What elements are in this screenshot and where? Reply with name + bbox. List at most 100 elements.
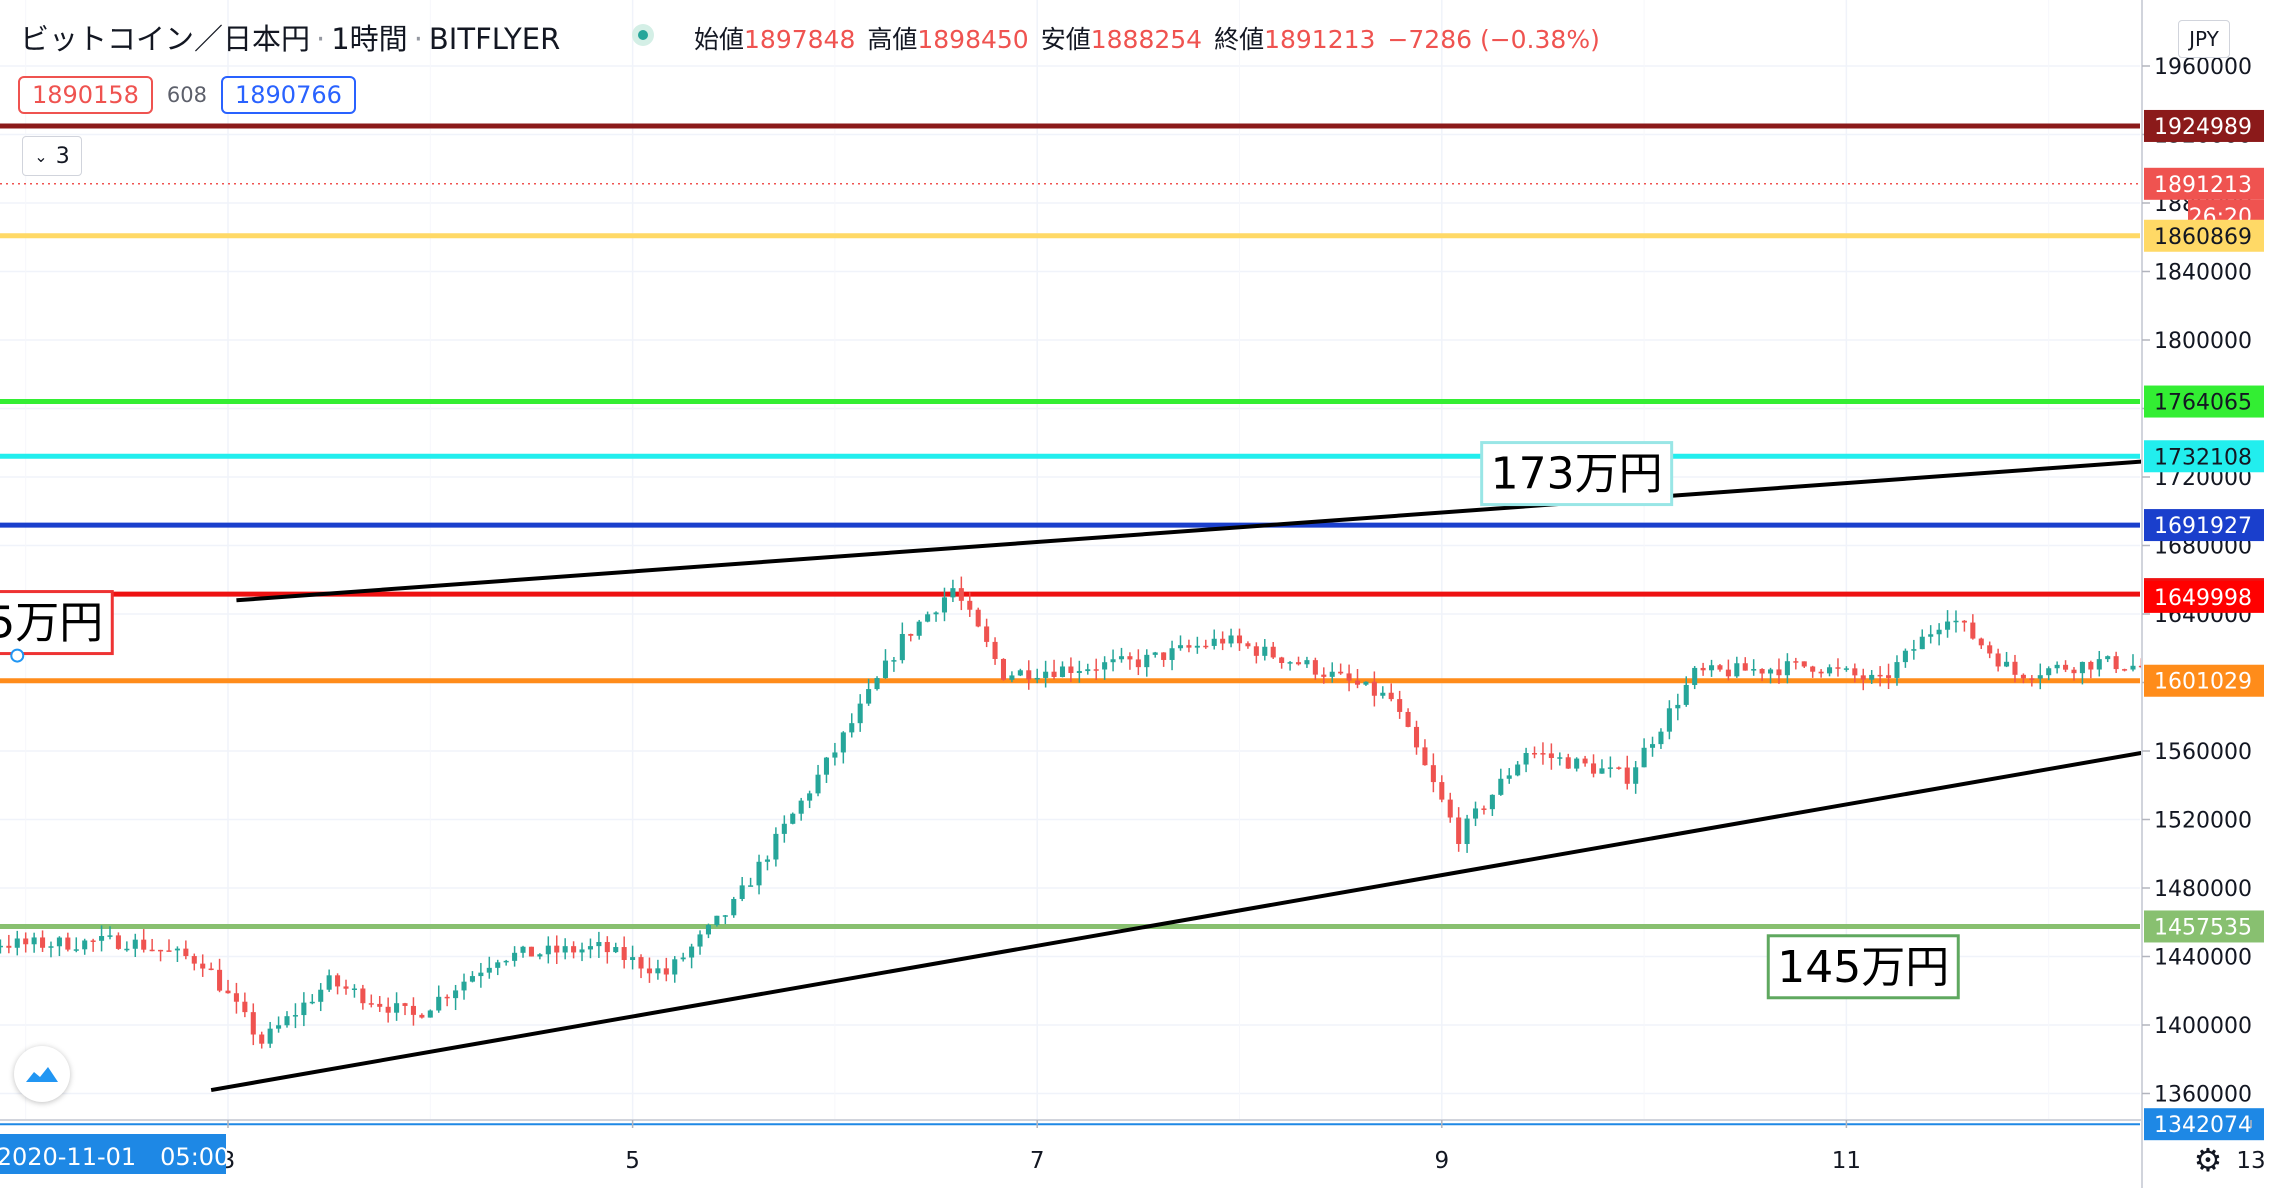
candle-body — [360, 988, 366, 1004]
candle-body — [478, 972, 484, 977]
candle-body — [1236, 635, 1243, 644]
candle-body — [23, 938, 29, 945]
candle-body — [596, 942, 602, 947]
symbol-title[interactable]: ビットコイン／日本円 · 1時間 · BITFLYER — [20, 22, 561, 56]
candle-body — [40, 937, 46, 948]
candle-body — [1068, 666, 1074, 673]
level-price-label: 1891213 — [2154, 173, 2252, 198]
annotation-box — [1766, 934, 1960, 1000]
candle-body — [276, 1025, 282, 1029]
tradingview-cloud-icon[interactable] — [14, 1046, 70, 1102]
candle-body — [1658, 731, 1664, 745]
candle-body — [1759, 669, 1765, 674]
candle-body — [1481, 808, 1487, 810]
candle-body — [1472, 808, 1479, 819]
candle-body — [739, 885, 745, 899]
trendline — [210, 728, 2270, 1093]
candle-body — [2054, 664, 2060, 669]
candle-body — [1717, 665, 1723, 670]
candle-body — [402, 1003, 408, 1006]
candle-body — [1110, 659, 1116, 663]
change-value: −7286 (−0.38%) — [1387, 25, 1600, 54]
candle-body — [1742, 663, 1748, 671]
candle-body — [1447, 799, 1453, 818]
candle-body — [1059, 666, 1066, 677]
crosshair-time-label: 2020-11-01 05:00 — [0, 1134, 229, 1174]
sell-button[interactable]: 1890158 — [18, 76, 153, 114]
candle-body — [1177, 645, 1184, 649]
candle-body — [899, 633, 905, 661]
low-value: 1888254 — [1090, 25, 1203, 54]
candle-body — [2046, 668, 2052, 676]
candle-body — [1144, 654, 1150, 668]
candle-body — [866, 689, 872, 704]
candle-body — [1624, 767, 1630, 784]
candle-body — [916, 621, 922, 636]
candle-body — [495, 962, 501, 968]
currency-selector[interactable]: JPY — [2178, 20, 2230, 58]
candle-body — [571, 946, 577, 953]
candle-body — [967, 600, 973, 610]
candle-body — [141, 939, 147, 950]
candle-body — [1405, 711, 1411, 727]
candle-body — [1886, 675, 1892, 678]
level-price-tag — [2144, 109, 2264, 142]
candle-body — [2063, 664, 2069, 670]
candle-body — [1026, 670, 1032, 680]
gear-icon[interactable]: ⚙ — [2193, 1141, 2223, 1179]
annotation-label: 145万円 — [1777, 942, 1949, 993]
price-axis: 1360000 1400000 1440000 1480000 1520000 15600… — [2141, 0, 2270, 1188]
time-axis: 35791113161820 — [0, 1119, 2266, 1174]
candle-body — [1009, 675, 1015, 680]
candle-body — [99, 936, 105, 941]
candle-body — [343, 986, 349, 989]
candles — [0, 576, 2270, 1049]
open-value: 1897848 — [744, 25, 856, 54]
candle-body — [259, 1034, 265, 1044]
candle-body — [1161, 652, 1167, 660]
candle-body — [1852, 668, 1858, 676]
candle-body — [1034, 677, 1040, 680]
candle-body — [301, 1002, 307, 1016]
candle-body — [697, 934, 703, 947]
candle-body — [1253, 646, 1259, 656]
candle-body — [242, 1001, 248, 1013]
candle-body — [1877, 674, 1883, 677]
candle-body — [1515, 764, 1521, 776]
candle-body — [1810, 666, 1816, 672]
chevron-down-icon: ⌄ — [34, 146, 48, 166]
candle-body — [2088, 661, 2094, 670]
x-tick-label: 7 — [1030, 1148, 1045, 1174]
candle-body — [638, 957, 644, 969]
y-tick-label: 1480000 — [2154, 877, 2252, 902]
buy-button[interactable]: 1890766 — [220, 76, 356, 114]
candle-body — [992, 641, 998, 659]
candle-body — [1843, 668, 1849, 670]
indicators-collapse-button[interactable]: ⌄ 3 — [22, 136, 82, 176]
candle-body — [1978, 638, 1984, 646]
level-price-label: 1649998 — [2154, 586, 2252, 611]
candle-body — [2105, 656, 2111, 660]
candle-body — [1076, 671, 1082, 673]
candle-body — [1506, 775, 1512, 779]
candle-body — [1329, 671, 1335, 677]
candle-body — [1194, 645, 1200, 648]
candle-body — [183, 948, 189, 957]
candle-body — [1371, 681, 1377, 696]
x-tick-label: 5 — [625, 1148, 640, 1174]
candle-body — [798, 800, 804, 814]
candle-body — [166, 950, 172, 952]
candle-body — [1346, 673, 1352, 681]
level-price-tag — [2144, 219, 2264, 252]
high-label: 高値 — [867, 25, 918, 54]
candle-body — [444, 996, 450, 999]
candle-body — [292, 1015, 298, 1017]
candle-body — [731, 898, 737, 916]
candle-body — [1338, 671, 1344, 674]
candle-body — [1700, 667, 1706, 671]
candle-body — [891, 660, 897, 662]
candle-body — [1388, 692, 1394, 700]
candle-body — [410, 1005, 416, 1015]
candle-body — [1928, 634, 1934, 637]
